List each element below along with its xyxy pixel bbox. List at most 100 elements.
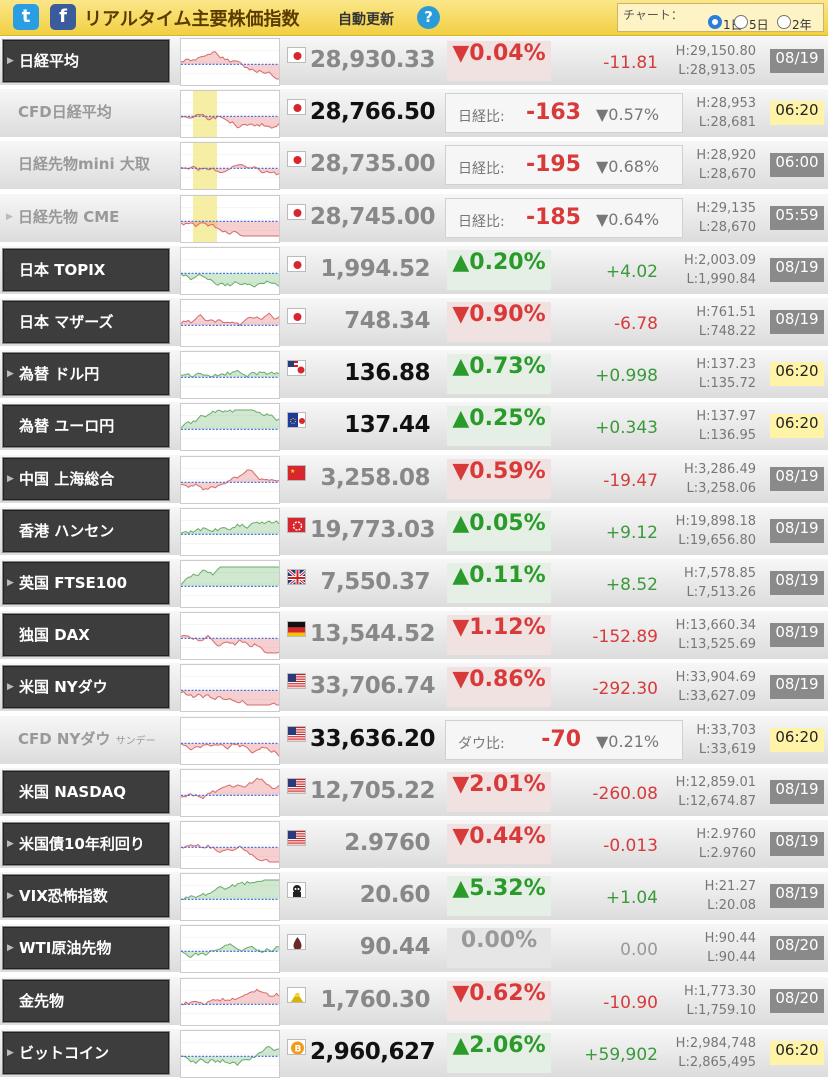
expand-arrow-icon[interactable]: ▶	[7, 473, 14, 484]
index-name[interactable]: ▶ 米国債10年利回り	[2, 822, 170, 866]
index-name-text: 日経先物mini 大取	[18, 155, 150, 174]
expand-arrow-icon[interactable]: ▶	[7, 682, 14, 693]
index-row[interactable]: ▶ VIX恐怖指数 20.60 ▲5.32% +1.04 H:21.27 L:20.08 08…	[0, 872, 828, 923]
expand-arrow-icon[interactable]: ▶	[7, 891, 14, 902]
mini-chart[interactable]	[180, 716, 280, 765]
index-row[interactable]: CFD NYダウ サンデー 33,636.20 ダウ比: -70 ▼0.21% H:33,…	[0, 715, 828, 766]
mini-chart[interactable]	[180, 664, 280, 713]
high-low: H:33,703 L:33,619	[664, 721, 756, 759]
mini-chart[interactable]	[180, 821, 280, 869]
expand-arrow-icon[interactable]: ▶	[7, 1047, 14, 1058]
index-name[interactable]: 為替 ユーロ円	[2, 404, 170, 449]
index-row[interactable]: ▶ WTI原油先物 90.44 0.00% 0.00 H:90.44 L:90.44 08/2…	[0, 924, 828, 975]
index-name[interactable]: 独国 DAX	[2, 613, 170, 658]
high-value: H:13,660.34	[675, 618, 756, 634]
index-name[interactable]: ▶ 為替 ドル円	[2, 352, 170, 397]
index-name[interactable]: CFD日経平均	[2, 91, 170, 135]
high-value: H:29,135	[696, 200, 756, 216]
mini-chart[interactable]	[180, 351, 280, 400]
expand-arrow-icon[interactable]: ▶	[7, 369, 14, 380]
update-time: 06:20	[770, 414, 824, 439]
mini-chart[interactable]	[180, 38, 280, 86]
index-name[interactable]: ▶ VIX恐怖指数	[2, 874, 170, 919]
index-row[interactable]: 日本 TOPIX 1,994.52 ▲0.20% +4.02 H:2,003.09 L:1…	[0, 245, 828, 296]
index-name[interactable]: ▶ 米国 NYダウ	[2, 665, 170, 710]
index-row[interactable]: 為替 ユーロ円 137.44 ▲0.25% +0.343 H:137.97 L:136.9…	[0, 402, 828, 453]
index-name[interactable]: 金先物	[2, 978, 170, 1023]
index-row[interactable]: 香港 ハンセン 19,773.03 ▲0.05% +9.12 H:19,898.18 L:…	[0, 506, 828, 557]
index-name[interactable]: ▶ ビットコイン	[2, 1030, 170, 1075]
expand-arrow-icon[interactable]: ▶	[7, 578, 14, 588]
twitter-icon[interactable]: t	[13, 4, 39, 30]
mini-chart[interactable]	[180, 768, 280, 817]
price-value: 28,930.33	[310, 47, 436, 73]
point-change: -0.013	[603, 836, 658, 856]
mini-chart[interactable]	[180, 560, 280, 608]
mini-chart[interactable]	[180, 299, 280, 347]
index-row[interactable]: 金先物 1,760.30 ▼0.62% -10.90 H:1,773.30 L:1,759…	[0, 976, 828, 1027]
update-time: 08/19	[770, 518, 824, 543]
high-low: H:33,904.69 L:33,627.09	[664, 668, 756, 706]
mini-chart[interactable]	[180, 612, 280, 661]
index-name[interactable]: ▶ 日経平均	[2, 39, 170, 83]
index-row[interactable]: 日経先物mini 大取 28,735.00 日経比: -195 ▼0.68% H:28,9…	[0, 141, 828, 192]
low-value: L:12,674.87	[678, 793, 756, 809]
index-name[interactable]: 香港 ハンセン	[2, 508, 170, 553]
index-name[interactable]: CFD NYダウ サンデー	[2, 718, 170, 762]
index-row[interactable]: 米国 NASDAQ 12,705.22 ▼2.01% -260.08 H:12,859.…	[0, 767, 828, 818]
index-name[interactable]: 日経先物mini 大取	[2, 143, 170, 187]
help-icon[interactable]: ?	[417, 6, 440, 29]
index-row[interactable]: ▶ 英国 FTSE100 7,550.37 ▲0.11% +8.52 H:7,578.85…	[0, 559, 828, 609]
header-bar: t f リアルタイム主要株価指数 自動更新 ? チャート： 1日 5日 2年	[0, 0, 828, 36]
index-row[interactable]: 独国 DAX 13,544.52 ▼1.12% -152.89 H:13,660.34 L…	[0, 611, 828, 662]
update-time: 06:20	[770, 101, 824, 126]
index-row[interactable]: ▶ 日経先物 CME 28,745.00 日経比: -185 ▼0.64% H:29,135…	[0, 193, 828, 244]
facebook-icon[interactable]: f	[50, 4, 76, 30]
price-value: 1,994.52	[320, 255, 431, 282]
mini-chart[interactable]	[180, 873, 280, 922]
mini-chart[interactable]	[180, 142, 280, 191]
mini-chart[interactable]	[180, 90, 280, 139]
index-row[interactable]: CFD日経平均 28,766.50 日経比: -163 ▼0.57% H:28,953 L:…	[0, 89, 828, 140]
radio-2year[interactable]	[777, 15, 791, 29]
mini-chart[interactable]	[180, 194, 280, 243]
mini-chart[interactable]	[180, 1029, 280, 1078]
expand-arrow-icon[interactable]: ▶	[6, 211, 13, 222]
point-change: +1.04	[605, 888, 658, 909]
high-value: H:29,150.80	[675, 44, 756, 59]
radio-5day[interactable]	[734, 15, 748, 29]
mini-chart[interactable]	[180, 246, 280, 295]
ratio-box: 日経比: -185 ▼0.64%	[445, 197, 683, 238]
index-row[interactable]: ▶ 為替 ドル円 136.88 ▲0.73% +0.998 H:137.23 L:135.7…	[0, 350, 828, 401]
mini-chart[interactable]	[180, 925, 280, 974]
index-name[interactable]: 米国 NASDAQ	[2, 769, 170, 814]
mini-chart[interactable]	[180, 403, 280, 452]
index-row[interactable]: ▶ 中国 上海総合 ★ 3,258.08 ▼0.59% -19.47 H:3,286.49 L…	[0, 454, 828, 505]
mini-chart[interactable]	[180, 455, 280, 504]
mini-chart[interactable]	[180, 507, 280, 556]
jp-flag-icon	[287, 255, 306, 272]
high-value: H:19,898.18	[675, 513, 756, 529]
index-row[interactable]: ▶ 米国債10年利回り 2.9760 ▼0.44% -0.013 H:2.9760 L:2.…	[0, 820, 828, 870]
index-name[interactable]: 日本 TOPIX	[2, 247, 170, 292]
update-time: 06:20	[770, 727, 824, 752]
index-name[interactable]: ▶ 中国 上海総合	[2, 456, 170, 501]
index-row[interactable]: ▶ ビットコイン B 2,960,627 ▲2.06% +59,902 H:2,984,74…	[0, 1028, 828, 1079]
percent-change: 0.00%	[447, 928, 551, 969]
index-name[interactable]: ▶ WTI原油先物	[2, 926, 170, 971]
index-row[interactable]: 日本 マザーズ 748.34 ▼0.90% -6.78 H:761.51 L:748.22…	[0, 298, 828, 348]
radio-1day[interactable]	[708, 15, 722, 29]
index-name[interactable]: 日本 マザーズ	[2, 300, 170, 344]
expand-arrow-icon[interactable]: ▶	[7, 56, 14, 66]
mini-chart[interactable]	[180, 977, 280, 1026]
index-row[interactable]: ▶ 米国 NYダウ 33,706.74 ▼0.86% -292.30 H:33,904.6…	[0, 663, 828, 714]
index-name[interactable]: ▶ 日経先物 CME	[2, 196, 170, 240]
expand-arrow-icon[interactable]: ▶	[7, 839, 14, 849]
high-low: H:7,578.85 L:7,513.26	[664, 564, 756, 602]
index-row[interactable]: ▶ 日経平均 28,930.33 ▼0.04% -11.81 H:29,150.80 L:2…	[0, 37, 828, 87]
ratio-box: 日経比: -163 ▼0.57%	[445, 93, 683, 134]
expand-arrow-icon[interactable]: ▶	[7, 943, 14, 954]
index-name-text: WTI原油先物	[19, 939, 112, 958]
index-name[interactable]: ▶ 英国 FTSE100	[2, 561, 170, 605]
high-low: H:29,150.80 L:28,913.05	[664, 42, 756, 80]
